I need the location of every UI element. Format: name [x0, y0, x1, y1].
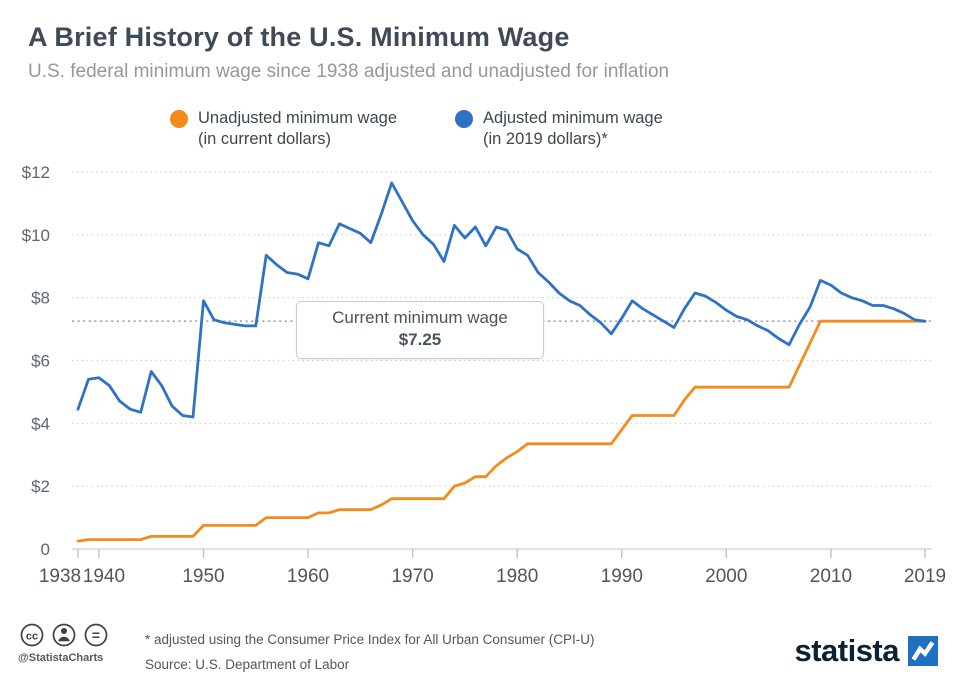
svg-text:2019: 2019	[904, 566, 946, 587]
svg-text:1980: 1980	[496, 566, 538, 587]
svg-text:$10: $10	[22, 226, 50, 245]
svg-text:$4: $4	[31, 414, 50, 433]
svg-text:$12: $12	[22, 163, 50, 182]
page-subtitle: U.S. federal minimum wage since 1938 adj…	[28, 61, 670, 82]
svg-text:1970: 1970	[391, 566, 433, 587]
svg-text:2000: 2000	[705, 566, 747, 587]
legend-swatch-blue-icon	[455, 110, 474, 128]
svg-text:$8: $8	[31, 289, 50, 308]
svg-text:1938: 1938	[39, 566, 81, 587]
statista-wordmark: statista	[794, 633, 899, 668]
footnote: * adjusted using the Consumer Price Inde…	[145, 632, 595, 647]
statista-logo: statista	[794, 633, 938, 669]
svg-text:cc: cc	[26, 631, 38, 643]
svg-text:1960: 1960	[287, 566, 329, 587]
svg-text:$6: $6	[31, 352, 50, 371]
page-title: A Brief History of the U.S. Minimum Wage	[28, 22, 570, 52]
svg-text:$2: $2	[31, 477, 50, 496]
svg-text:1990: 1990	[601, 566, 643, 587]
cc-license-icons: cc =	[20, 622, 112, 653]
current-wage-annotation: Current minimum wage $7.25	[296, 301, 544, 359]
legend-label-line: Unadjusted minimum wage	[198, 109, 398, 127]
svg-text:1940: 1940	[83, 566, 125, 587]
svg-text:0: 0	[41, 540, 50, 559]
legend-item-adjusted: Adjusted minimum wage (in 2019 dollars)*	[455, 108, 663, 151]
legend-swatch-orange-icon	[170, 110, 188, 128]
svg-text:1950: 1950	[182, 566, 224, 587]
chart-area: 0 $2 $4 $6 $8 $10 $12 1938 1940 1950 1960 1970 1980 1…	[0, 150, 960, 610]
legend-label-line: Adjusted minimum wage	[483, 109, 663, 127]
legend-label-line: (in 2019 dollars)*	[483, 130, 608, 149]
creative-commons-icon: cc =	[20, 623, 108, 647]
annotation-text: Current minimum wage	[332, 308, 508, 327]
statista-handle: @StatistaCharts	[18, 652, 104, 664]
source: Source: U.S. Department of Labor	[145, 657, 350, 672]
legend-item-unadjusted: Unadjusted minimum wage (in current doll…	[170, 108, 397, 151]
svg-text:=: =	[92, 627, 100, 643]
legend-label-unadjusted: Unadjusted minimum wage (in current doll…	[198, 108, 397, 151]
legend-label-adjusted: Adjusted minimum wage (in 2019 dollars)*	[483, 108, 663, 151]
annotation-value: $7.25	[398, 329, 442, 349]
legend: Unadjusted minimum wage (in current doll…	[170, 108, 663, 151]
svg-text:2010: 2010	[810, 566, 852, 587]
legend-label-line: (in current dollars)	[198, 130, 331, 149]
line-chart: 0 $2 $4 $6 $8 $10 $12 1938 1940 1950 1960 1970 1980 1…	[22, 163, 947, 587]
footer-notes: * adjusted using the Consumer Price Inde…	[145, 627, 594, 677]
statista-logo-mark-icon	[908, 636, 938, 666]
